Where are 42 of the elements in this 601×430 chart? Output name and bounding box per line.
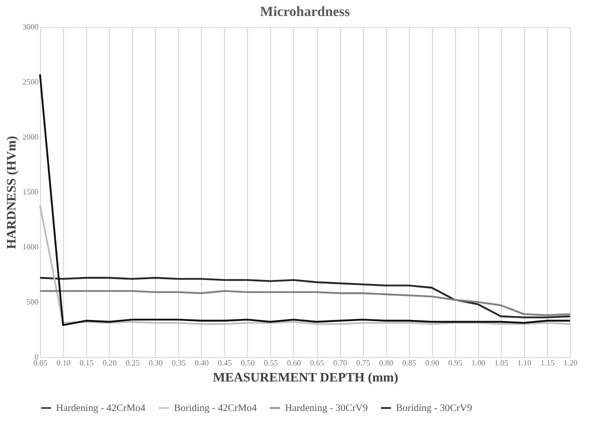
x-tick-label: 1.00	[471, 358, 486, 368]
x-tick-label: 0.60	[286, 358, 301, 368]
x-axis-title: MEASUREMENT DEPTH (mm)	[212, 370, 398, 384]
y-tick-label: 0	[34, 352, 38, 362]
y-tick-label: 3000	[22, 22, 38, 32]
x-tick-label: 1.15	[540, 358, 554, 368]
line-series	[39, 73, 571, 326]
x-tick-label: 0.35	[172, 358, 186, 368]
x-tick-label: 1.05	[494, 358, 508, 368]
x-tick-label: 0.65	[310, 358, 324, 368]
x-tick-label: 0.30	[148, 358, 163, 368]
x-tick-label: 0.70	[333, 358, 348, 368]
x-tick-label: 0.75	[356, 358, 370, 368]
x-tick-label: 0.85	[402, 358, 416, 368]
y-tick-label: 2000	[22, 132, 38, 142]
legend-label: Hardening - 30CrV9	[285, 403, 368, 414]
x-tick-label: 0.25	[126, 358, 140, 368]
x-tick-label: 1.20	[564, 358, 578, 368]
x-tick-label: 0.90	[425, 358, 440, 368]
y-tick-label: 1000	[22, 242, 38, 252]
x-tick-label: 0.80	[379, 358, 394, 368]
line-series	[39, 276, 571, 318]
x-tick-label: 0.05	[34, 358, 48, 368]
y-tick-label: 1500	[22, 188, 38, 196]
y-tick-label: 2500	[22, 78, 38, 86]
chart-title: Microhardness	[260, 5, 351, 20]
x-tick-label: 0.20	[102, 358, 117, 368]
legend-label: Boriding - 30CrV9	[396, 403, 472, 414]
line-series	[39, 204, 571, 325]
x-tick-label: 0.55	[264, 358, 278, 368]
x-tick-label: 0.10	[56, 358, 71, 368]
x-tick-label: 0.50	[240, 358, 255, 368]
x-tick-label: 0.15	[80, 358, 94, 368]
legend-label: Boriding - 42CrMo4	[174, 403, 257, 414]
x-tick-label: 0.45	[218, 358, 232, 368]
legend-label: Hardening - 42CrMo4	[56, 403, 146, 414]
x-tick-label: 0.40	[194, 358, 209, 368]
line-series	[39, 290, 571, 316]
x-tick-label: 1.10	[517, 358, 532, 368]
y-tick-label: 500	[26, 298, 38, 306]
y-axis-title: HARDNESS (HVm)	[4, 136, 18, 250]
x-tick-label: 0.95	[448, 358, 462, 368]
